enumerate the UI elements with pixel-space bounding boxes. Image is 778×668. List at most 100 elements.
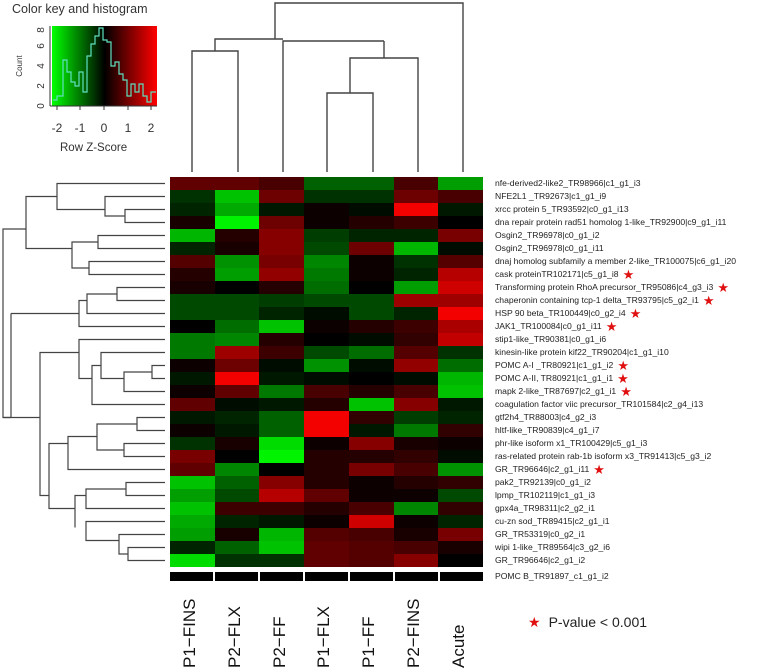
heatmap-cell [304,541,349,554]
heatmap-cell [304,450,349,463]
heatmap-cell [393,242,439,255]
heatmap-cell [170,528,215,541]
heatmap-cell [438,320,483,333]
heatmap-cell [259,346,305,359]
heatmap-cell [438,242,483,255]
heatmap-cell [393,554,439,567]
heatmap-cell [438,541,483,554]
heatmap-cell [259,216,305,229]
heatmap-cell [259,554,305,567]
heatmap-cell [214,255,260,268]
heatmap-cell [438,502,483,515]
heatmap-cell [348,359,394,372]
svg-text:Count: Count [15,55,24,77]
heatmap-cell [170,502,215,515]
heatmap-cell [214,437,260,450]
heatmap-cell [170,320,215,333]
sidebar-cell [215,572,258,581]
svg-text:-2: -2 [52,121,63,135]
row-label: chaperonin containing tcp-1 delta_TR9379… [495,292,715,308]
heatmap-cell [438,515,483,528]
heatmap-cell [438,489,483,502]
row-label: gtf2h4_TR88003|c4_g2_i3 [495,412,597,422]
column-sidebar [170,572,483,581]
heatmap-cell [214,450,260,463]
heatmap-cell [214,489,260,502]
row-labels: nfe-derived2-like2_TR98966|c1_g1_i3 NFE2L… [495,177,778,567]
heatmap-cell [393,385,439,398]
heatmap-cell [170,489,215,502]
legend: ★ P-value < 0.001 [528,614,647,630]
heatmap-cell [259,528,305,541]
row-label: nfe-derived2-like2_TR98966|c1_g1_i3 [495,178,641,188]
heatmap-cell [304,203,349,216]
heatmap-cell [438,528,483,541]
color-key-title: Color key and histogram [12,2,148,16]
row-label: pak2_TR92139|c0_g1_i2 [495,477,591,487]
column-label: P1−FINS [180,598,200,668]
heatmap-cell [348,463,394,476]
heatmap-cell [393,190,439,203]
heatmap-cell [259,177,305,190]
column-label: P2−FINS [403,598,423,668]
heatmap-cell [170,307,215,320]
heatmap-cell [348,229,394,242]
heatmap-cell [259,424,305,437]
column-label: P2−FLX [225,606,245,668]
heatmap-cell [348,307,394,320]
heatmap-cell [259,268,305,281]
heatmap-cell [438,554,483,567]
star-icon: ★ [620,383,632,399]
heatmap-cell [214,294,260,307]
row-label: gpx4a_TR98311|c2_g2_i1 [495,503,596,513]
heatmap-cell [170,359,215,372]
heatmap-cell [393,450,439,463]
heatmap-cell [214,216,260,229]
heatmap-cell [304,489,349,502]
heatmap-cell [214,268,260,281]
row-label: POMC A-I _TR80921|c1_g1_i2 ★ [495,357,629,373]
heatmap-cell [214,190,260,203]
row-label: HSP 90 beta_TR100449|c0_g2_i4 ★ [495,305,642,321]
heatmap-cell [438,255,483,268]
heatmap-cell [259,489,305,502]
star-icon: ★ [617,357,629,373]
heatmap-cell [259,385,305,398]
heatmap-cell [259,411,305,424]
row-label: dna repair protein rad51 homolog 1-like_… [495,217,727,227]
column-label: P2−FF [269,616,289,668]
heatmap-cell [348,203,394,216]
heatmap-cell [304,398,349,411]
heatmap-cell [438,177,483,190]
star-icon: ★ [605,318,618,334]
heatmap-cell [259,437,305,450]
heatmap-cell [170,541,215,554]
heatmap-cell [438,359,483,372]
heatmap-cell [259,372,305,385]
heatmap-cell [348,190,394,203]
heatmap-cell [304,177,349,190]
heatmap-cell [438,411,483,424]
column-label: P1−FF [359,616,379,668]
row-label: NFE2L1 _TR92673|c1_g1_i9 [495,191,607,201]
heatmap-cell [214,528,260,541]
heatmap-cell [214,359,260,372]
heatmap-cell [438,424,483,437]
heatmap-cell [393,476,439,489]
heatmap-cell [393,502,439,515]
heatmap-cell [393,216,439,229]
heatmap-cell [304,346,349,359]
row-label: stip1-like_TR90381|c0_g1_i6 [495,334,607,344]
heatmap-cell [304,229,349,242]
heatmap-cell [348,450,394,463]
row-label: GR_TR96646|c2_g1_i2 [495,555,586,565]
heatmap-cell [304,463,349,476]
row-label: xrcc protein 5_TR93592|c0_g1_i13 [495,204,629,214]
svg-text:8: 8 [36,27,47,33]
heatmap-cell [214,229,260,242]
svg-text:4: 4 [36,63,47,69]
heatmap-grid [170,177,483,567]
heatmap-cell [393,255,439,268]
heatmap-cell [214,281,260,294]
heatmap-cell [214,463,260,476]
